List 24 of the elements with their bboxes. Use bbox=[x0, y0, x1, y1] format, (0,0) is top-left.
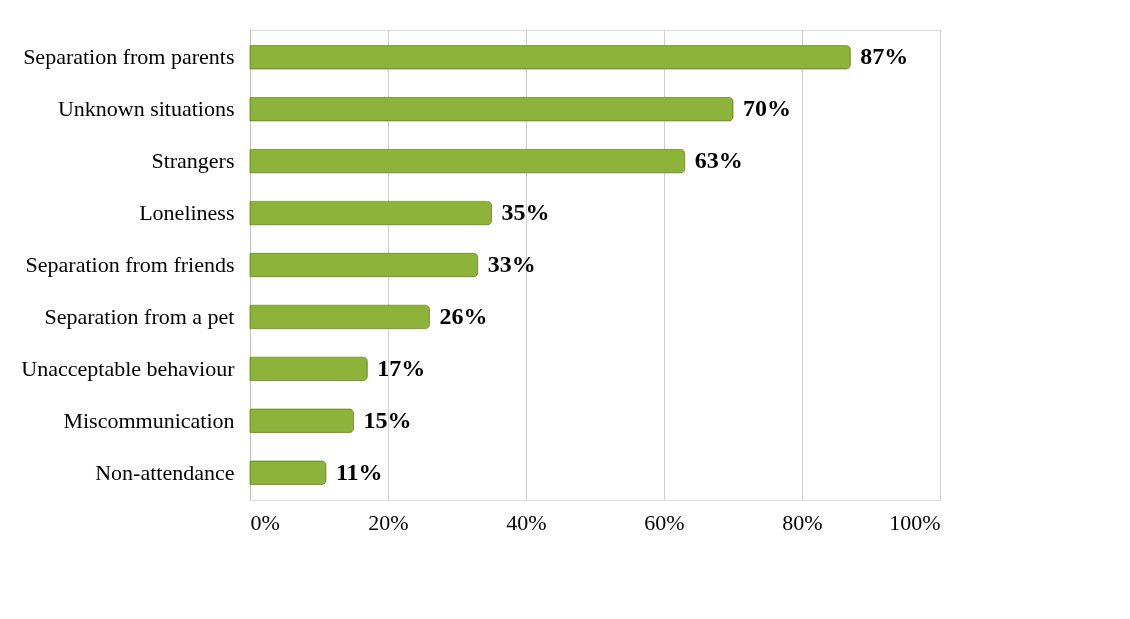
data-label: 17% bbox=[377, 354, 426, 381]
data-label: 26% bbox=[439, 302, 488, 329]
y-tick-label: Miscommunication bbox=[63, 407, 235, 433]
y-tick-label: Separation from a pet bbox=[44, 303, 235, 329]
y-tick-label: Unknown situations bbox=[57, 96, 235, 122]
data-label: 87% bbox=[860, 43, 909, 70]
y-tick-label: Separation from friends bbox=[25, 252, 235, 277]
y-tick-label: Loneliness bbox=[139, 200, 235, 226]
data-label: 15% bbox=[363, 406, 412, 433]
x-tick-label: 0% bbox=[250, 509, 280, 535]
data-label: 70% bbox=[743, 95, 791, 122]
x-tick-label: 40% bbox=[506, 509, 547, 535]
y-tick-label: Non-attendance bbox=[95, 459, 235, 485]
y-tick-label: Strangers bbox=[151, 148, 235, 174]
y-tick-label: Separation from parents bbox=[23, 44, 235, 70]
data-label: 33% bbox=[487, 251, 536, 277]
x-tick-label: 20% bbox=[368, 509, 409, 535]
x-tick-label: 100% bbox=[889, 509, 941, 535]
x-tick-label: 80% bbox=[782, 509, 823, 535]
data-label: 35% bbox=[501, 199, 550, 226]
data-label: 11% bbox=[335, 458, 383, 485]
x-tick-label: 60% bbox=[644, 509, 685, 535]
y-tick-label: Unacceptable behaviour bbox=[21, 355, 236, 381]
data-label: 63% bbox=[694, 147, 743, 174]
